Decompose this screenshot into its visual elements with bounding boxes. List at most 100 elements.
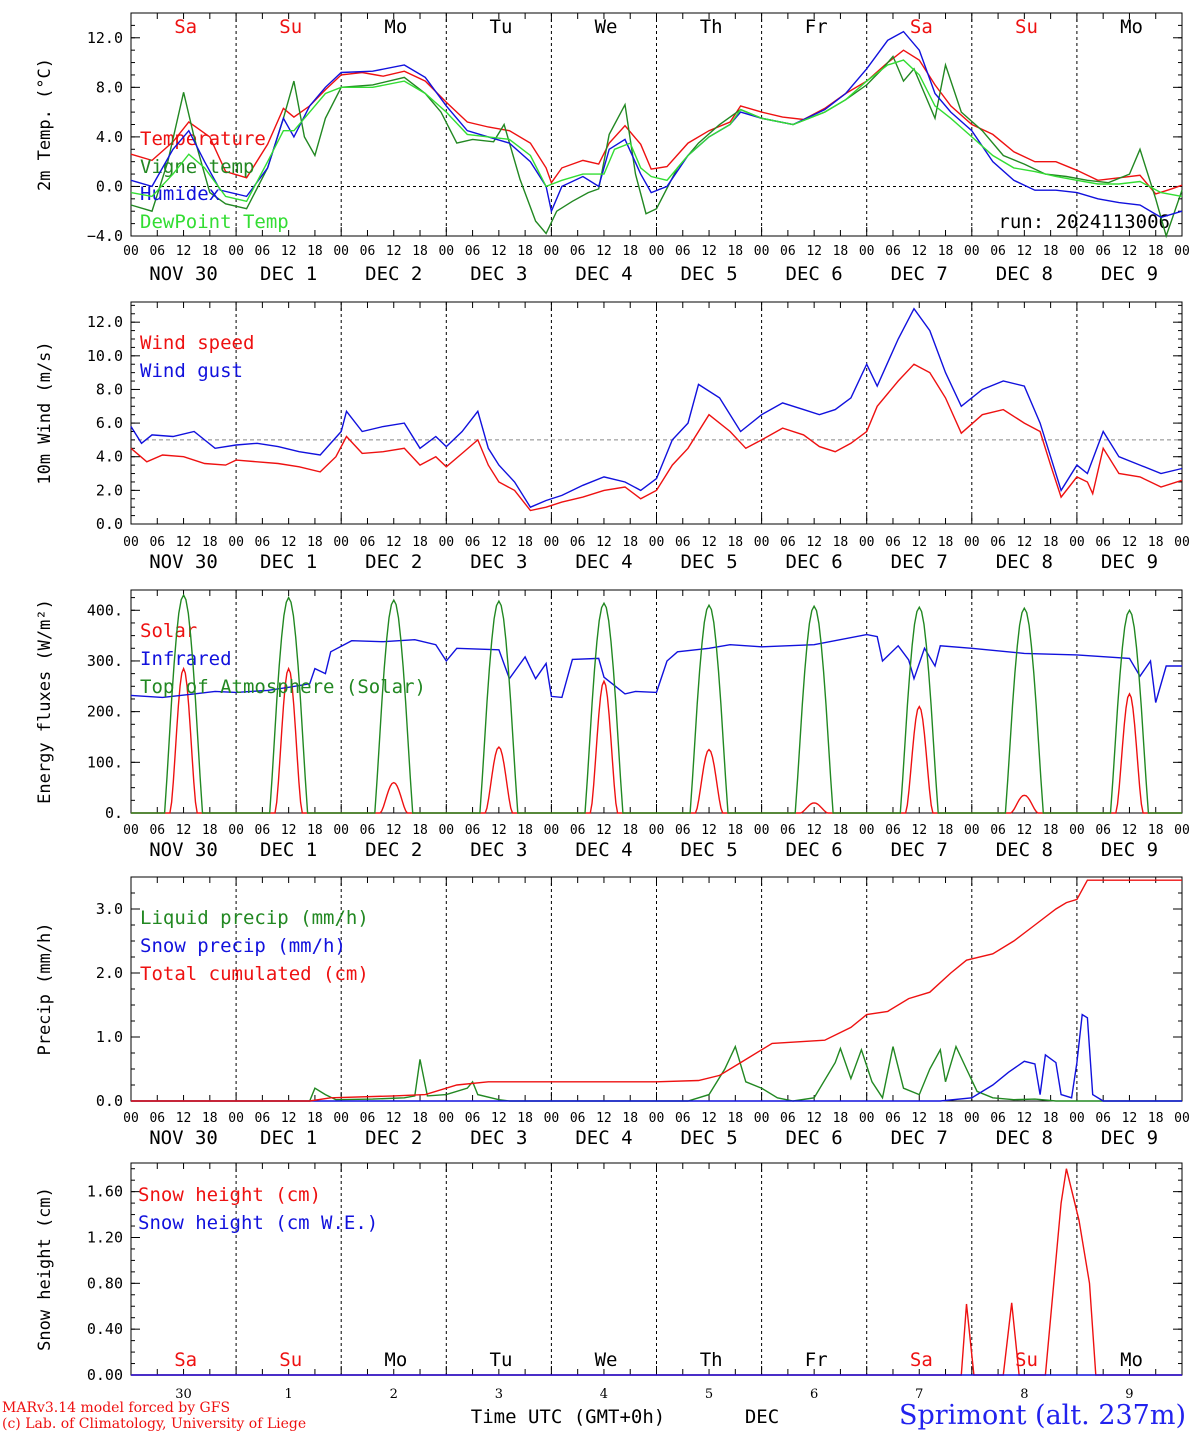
- panel3-hour-label: 06: [360, 823, 376, 838]
- panel3-hour-label: 12: [386, 823, 402, 838]
- panel2-date-label: DEC 3: [470, 551, 527, 573]
- panel2-hour-label: 12: [281, 535, 297, 550]
- panel1-hour-label: 12: [701, 244, 717, 259]
- panel4-hour-label: 06: [360, 1111, 376, 1126]
- panel1-hour-label: 06: [1095, 244, 1111, 259]
- panel2-hour-label: 00: [1174, 535, 1190, 550]
- bottom-day-number: 1: [285, 1387, 293, 1402]
- panel3-date-label: DEC 9: [1101, 839, 1158, 861]
- panel2-y-tick-label: 8.0: [96, 380, 123, 398]
- panel4-date-label: DEC 5: [680, 1127, 737, 1149]
- panel3-hour-label: 06: [570, 823, 586, 838]
- panel1-date-label: DEC 1: [260, 263, 317, 285]
- panel1-day-name: Mo: [1120, 16, 1143, 38]
- panel1-day-name: Tu: [490, 16, 513, 38]
- panel2-hour-label: 06: [990, 535, 1006, 550]
- panel1-legend-dewpoint-temp: DewPoint Temp: [140, 211, 289, 233]
- panel2-date-label: DEC 4: [575, 551, 632, 573]
- panel2-hour-label: 00: [1069, 535, 1085, 550]
- panel2-hour-label: 12: [701, 535, 717, 550]
- panel4-hour-label: 06: [675, 1111, 691, 1126]
- panel4-hour-label: 12: [281, 1111, 297, 1126]
- panel4-hour-label: 18: [727, 1111, 743, 1126]
- panel1-hour-label: 00: [333, 244, 349, 259]
- panel1-legend-vigne-temp: Vigne temp: [140, 156, 254, 178]
- panel4-hour-label: 18: [517, 1111, 533, 1126]
- panel2-y-tick-label: 12.0: [87, 313, 123, 331]
- x-axis-month: DEC: [745, 1406, 779, 1428]
- panel1-series-temperature: [130, 49, 1183, 195]
- panel1-hour-label: 12: [806, 244, 822, 259]
- bottom-day-number: 5: [705, 1387, 713, 1402]
- panel1-hour-label: 12: [911, 244, 927, 259]
- panel3-hour-label: 00: [1174, 823, 1190, 838]
- panel3-hour-label: 18: [1043, 823, 1059, 838]
- panel1-hour-label: 06: [149, 244, 165, 259]
- panel3-hour-label: 18: [517, 823, 533, 838]
- panel5-y-axis-title: Snow height (cm): [35, 1187, 55, 1351]
- panel2-date-label: DEC 1: [260, 551, 317, 573]
- panel4-date-label: DEC 7: [891, 1127, 948, 1149]
- panel1-hour-label: 00: [859, 244, 875, 259]
- bottom-day-number: 7: [915, 1387, 923, 1402]
- panel5-day-name: Tu: [490, 1349, 513, 1371]
- panel2-hour-label: 00: [228, 535, 244, 550]
- bottom-day-number: 8: [1020, 1387, 1028, 1402]
- model-credit: MARv3.14 model forced by GFS (c) Lab. of…: [2, 1400, 306, 1432]
- panel2-date-label: DEC 2: [365, 551, 422, 573]
- panel2-hour-label: 12: [176, 535, 192, 550]
- panel4-hour-label: 12: [491, 1111, 507, 1126]
- panel4-legend-liquid-precip-mm-h: Liquid precip (mm/h): [140, 907, 369, 929]
- panel2-hour-label: 18: [307, 535, 323, 550]
- panel3-hour-label: 00: [333, 823, 349, 838]
- bottom-day-number: 9: [1125, 1387, 1133, 1402]
- panel4-date-label: DEC 4: [575, 1127, 632, 1149]
- panel3-legend-infrared: Infrared: [140, 648, 232, 670]
- panel3-y-tick-label: 100.: [87, 753, 123, 771]
- panel4-series-liquid-precip-mm-h: [131, 1044, 1182, 1102]
- panel2-hour-label: 06: [149, 535, 165, 550]
- panel2-hour-label: 06: [255, 535, 271, 550]
- panel3-hour-label: 12: [176, 823, 192, 838]
- panel2-hour-label: 12: [1122, 535, 1138, 550]
- panel2-hour-label: 00: [859, 535, 875, 550]
- panel2-hour-label: 12: [911, 535, 927, 550]
- panel3-hour-label: 18: [202, 823, 218, 838]
- panel5-legend-snow-height-cm: Snow height (cm): [138, 1184, 321, 1206]
- panel4-date-label: DEC 6: [786, 1127, 843, 1149]
- panel2-hour-label: 00: [649, 535, 665, 550]
- panel2-legend-wind-gust: Wind gust: [140, 360, 243, 382]
- bottom-day-number: 30: [175, 1387, 192, 1402]
- panel2-y-axis-title: 10m Wind (m/s): [35, 341, 55, 484]
- panel4-y-tick-label: 1.0: [96, 1028, 123, 1046]
- panel1-day-name: Th: [700, 16, 723, 38]
- panel2-hour-label: 18: [727, 535, 743, 550]
- panel2-hour-label: 12: [806, 535, 822, 550]
- panel4-hour-label: 12: [596, 1111, 612, 1126]
- panel2-date-label: DEC 9: [1101, 551, 1158, 573]
- panel3-hour-label: 00: [1069, 823, 1085, 838]
- panel1-legend-temperature: Temperature: [140, 128, 266, 150]
- panel4-hour-label: 12: [1122, 1111, 1138, 1126]
- panel1-hour-label: 12: [1017, 244, 1033, 259]
- panel4-date-label: DEC 3: [470, 1127, 527, 1149]
- panel4-date-label: NOV 30: [149, 1127, 218, 1149]
- panel4-hour-label: 00: [333, 1111, 349, 1126]
- bottom-day-number: 3: [495, 1387, 503, 1402]
- panel1-y-tick-label: 12.0: [87, 29, 123, 47]
- panel4-hour-label: 06: [780, 1111, 796, 1126]
- panel1-hour-label: 00: [1174, 244, 1190, 259]
- panel1-hour-label: 06: [360, 244, 376, 259]
- panel1-hour-label: 00: [123, 244, 139, 259]
- panel3-hour-label: 00: [754, 823, 770, 838]
- panel4-hour-label: 12: [176, 1111, 192, 1126]
- panel1-frame: [130, 12, 1183, 237]
- panel2-y-tick-label: 0.0: [96, 515, 123, 533]
- panel5-y-tick-label: 0.80: [87, 1274, 123, 1292]
- panel5-day-name: Sa: [910, 1349, 933, 1371]
- panel4-hour-label: 00: [228, 1111, 244, 1126]
- panel2-hour-label: 12: [386, 535, 402, 550]
- panel4-y-tick-label: 2.0: [96, 964, 123, 982]
- panel3-y-tick-label: 200.: [87, 703, 123, 721]
- panel1-date-label: DEC 4: [575, 263, 632, 285]
